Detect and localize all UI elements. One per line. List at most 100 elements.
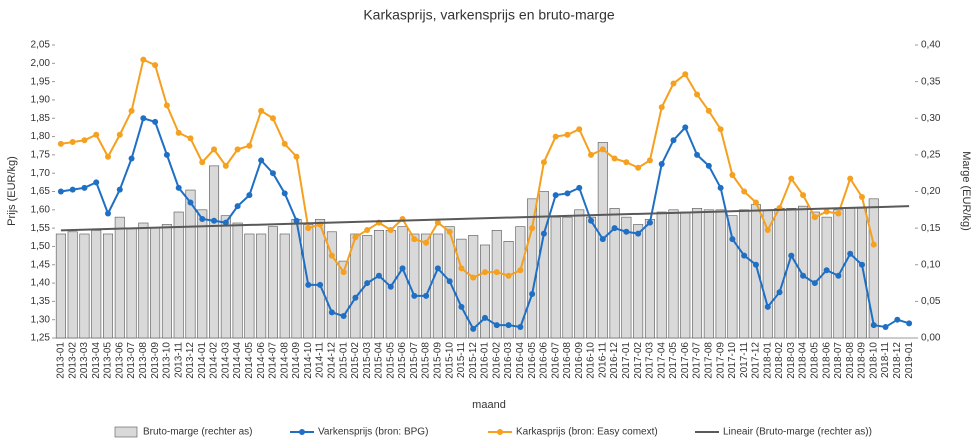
point [387,226,394,233]
point [858,261,865,268]
x-tick-label: 2015-12 [468,342,479,379]
point [646,219,653,226]
point [352,234,359,241]
point [222,219,229,226]
point [340,269,347,276]
y-tick-label: 1,65 [31,186,51,197]
x-tick-label: 2013-04 [91,342,102,379]
x-tick-label: 2014-10 [303,342,314,379]
point [105,153,112,160]
legend-label: Bruto-marge (rechter as) [143,427,252,438]
bar [798,205,809,339]
point [870,322,877,329]
x-tick-label: 2018-02 [774,342,785,379]
legend-marker [299,429,305,435]
y2-tick-label: 0,05 [921,296,941,307]
bar [55,233,66,339]
point [564,190,571,197]
y2-tick-label: 0,25 [921,150,941,161]
point [658,161,665,168]
bar [150,227,161,339]
x-tick-label: 2013-10 [162,342,173,379]
point [717,126,724,133]
bar [574,209,585,339]
x-tick-label: 2017-10 [727,342,738,379]
point [305,225,312,232]
point [552,192,559,199]
bar [562,216,573,339]
x-tick-label: 2018-11 [880,342,891,378]
y2-tick-label: 0,35 [921,76,941,87]
point [576,126,583,133]
point [658,104,665,111]
point [116,186,123,193]
legend-marker [497,429,503,435]
bar [244,233,255,339]
x-tick-label: 2014-01 [197,342,208,379]
bar [114,216,125,339]
point [375,272,382,279]
point [540,230,547,237]
point [670,137,677,144]
point [199,159,206,166]
point [281,140,288,147]
x-tick-label: 2013-06 [114,342,125,379]
x-tick-label: 2018-08 [845,342,856,379]
x-tick-label: 2016-05 [527,342,538,379]
bar [786,208,797,339]
point [269,170,276,177]
x-tick-label: 2015-04 [374,342,385,379]
x-tick-label: 2015-07 [409,342,420,379]
point [811,214,818,221]
x-tick-label: 2014-08 [279,342,290,379]
point [434,265,441,272]
x-tick-label: 2013-03 [79,342,90,379]
bar [326,231,337,339]
x-tick-label: 2017-08 [703,342,714,379]
x-tick-label: 2013-02 [67,342,78,379]
point [434,219,441,226]
point [81,184,88,191]
point [482,269,488,276]
point [105,210,112,217]
bar [432,233,443,339]
point [128,107,135,114]
y2-tick-label: 0,10 [921,259,941,270]
point [906,320,913,327]
point [764,303,771,310]
bar [715,209,726,339]
y-axis-title: Prijs (EUR/kg) [6,156,18,226]
point [234,146,241,153]
point [729,236,736,243]
point [140,56,147,63]
bar [138,222,149,339]
y2-tick-label: 0,20 [921,186,941,197]
bar [267,226,278,339]
x-tick-label: 2014-02 [209,342,220,379]
point [670,80,677,87]
y2-tick-label: 0,00 [921,333,941,344]
point [752,261,759,268]
x-tick-label: 2016-08 [562,342,573,379]
y-tick-label: 1,90 [31,95,51,106]
x-tick-label: 2015-11 [456,342,467,378]
point [163,102,170,109]
point [305,281,312,288]
x-tick-label: 2018-10 [868,342,879,379]
point [423,239,430,246]
x-tick-label: 2013-11 [173,342,184,378]
point [705,107,712,114]
point [576,184,583,191]
y2-tick-label: 0,30 [921,113,941,124]
point [552,133,559,140]
point [281,190,288,197]
point [211,217,218,224]
x-tick-label: 2014-03 [220,342,231,379]
y-tick-label: 1,80 [31,131,51,142]
point [69,139,76,146]
point [611,225,618,232]
legend-label: Lineair (Bruto-marge (rechter as)) [723,427,872,438]
legend-swatch [114,426,138,438]
point [352,294,359,301]
point [800,272,807,279]
